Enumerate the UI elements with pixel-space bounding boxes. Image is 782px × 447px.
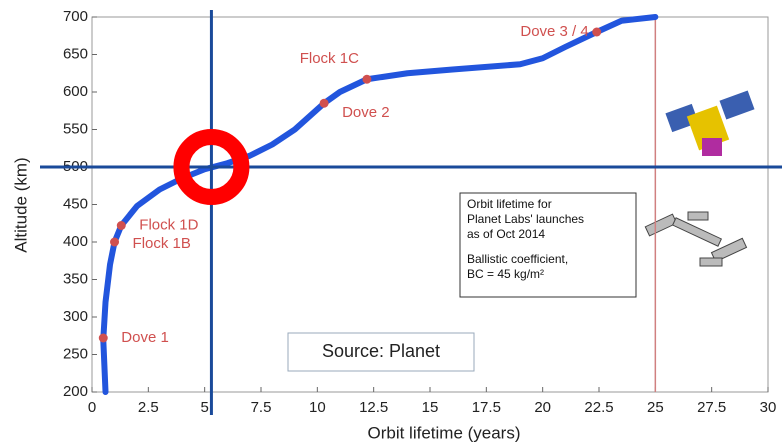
y-tick-label: 350	[63, 270, 88, 287]
x-tick-label: 10	[309, 399, 326, 416]
x-tick-label: 7.5	[251, 399, 272, 416]
point-label: Dove 2	[342, 104, 390, 121]
point-label: Flock 1B	[133, 235, 191, 252]
y-tick-label: 250	[63, 345, 88, 362]
y-tick-label: 450	[63, 195, 88, 212]
y-tick-label: 600	[63, 83, 88, 100]
y-tick-label: 650	[63, 45, 88, 62]
point-label: Dove 3 / 4	[520, 23, 588, 40]
x-tick-label: 27.5	[697, 399, 726, 416]
x-tick-label: 30	[760, 399, 777, 416]
data-point	[117, 221, 126, 230]
note-line: Planet Labs' launches	[467, 212, 584, 226]
x-tick-label: 0	[88, 399, 96, 416]
x-tick-label: 5	[200, 399, 208, 416]
point-label: Flock 1C	[300, 50, 359, 67]
y-tick-label: 200	[63, 383, 88, 400]
note-line: Ballistic coefficient,	[467, 252, 568, 266]
x-tick-label: 12.5	[359, 399, 388, 416]
x-tick-label: 2.5	[138, 399, 159, 416]
y-tick-label: 300	[63, 308, 88, 325]
y-tick-label: 550	[63, 120, 88, 137]
x-tick-label: 20	[534, 399, 551, 416]
y-tick-label: 700	[63, 8, 88, 25]
data-point	[592, 28, 601, 37]
x-tick-label: 17.5	[472, 399, 501, 416]
chart: Orbit lifetime (years) Altitude (km) Sou…	[0, 0, 782, 447]
data-point	[320, 99, 329, 108]
point-label: Flock 1D	[139, 216, 198, 233]
y-axis-label: Altitude (km)	[11, 157, 30, 252]
data-point	[362, 75, 371, 84]
note-line: Orbit lifetime for	[467, 197, 552, 211]
x-tick-label: 22.5	[584, 399, 613, 416]
point-label: Dove 1	[121, 329, 169, 346]
y-tick-label: 400	[63, 233, 88, 250]
note-line: as of Oct 2014	[467, 227, 545, 241]
data-point	[110, 238, 119, 247]
source-text: Source: Planet	[322, 341, 440, 361]
note-line: BC = 45 kg/m²	[467, 267, 544, 281]
x-tick-label: 25	[647, 399, 664, 416]
data-point	[99, 334, 108, 343]
x-tick-label: 15	[422, 399, 439, 416]
x-axis-label: Orbit lifetime (years)	[367, 423, 520, 442]
